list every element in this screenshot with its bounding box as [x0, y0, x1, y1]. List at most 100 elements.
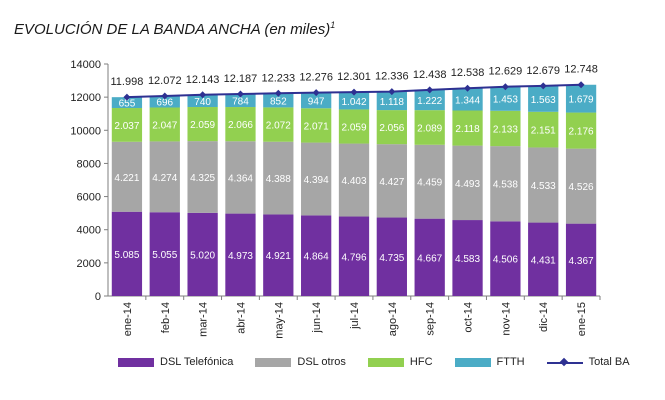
- bar-segment-ftth: [263, 93, 294, 108]
- total-ba-label: 12.143: [186, 74, 220, 86]
- chart-title-main: EVOLUCIÓN DE LA BANDA ANCHA: [14, 21, 261, 38]
- data-label: 784: [232, 97, 249, 108]
- bar-segment-dsl-telef-nica: [376, 217, 407, 296]
- x-tick-label: ago-14: [387, 302, 399, 336]
- bar-segment-dsl-telef-nica: [111, 211, 143, 296]
- bar-segment-dsl-otros: [376, 144, 407, 218]
- bar-segment-dsl-telef-nica: [187, 212, 218, 296]
- total-ba-label: 12.538: [451, 67, 485, 79]
- bar-segment-dsl-telef-nica: [490, 221, 521, 296]
- data-label: 740: [194, 97, 211, 108]
- data-label: 4.538: [493, 180, 518, 191]
- bar-segment-hfc: [414, 110, 445, 145]
- bar-segment-ftth: [490, 86, 521, 111]
- data-label: 4.325: [190, 173, 215, 184]
- bar-segment-hfc: [149, 107, 180, 142]
- bar-segment-ftth: [376, 91, 407, 111]
- bar-segment-dsl-otros: [263, 141, 294, 215]
- legend: DSL Telefónica DSL otros HFC FTTH Total …: [118, 356, 652, 368]
- y-tick-label: 10000: [70, 125, 101, 137]
- y-tick-label: 14000: [70, 59, 101, 71]
- total-ba-label: 12.233: [261, 72, 295, 84]
- legend-item-total-ba: Total BA: [546, 356, 630, 368]
- total-ba-label: 12.679: [526, 65, 560, 77]
- bar-segment-hfc: [452, 110, 483, 146]
- legend-swatch-dsl-otros: [255, 357, 292, 367]
- total-ba-point: [350, 88, 358, 96]
- bar-segment-hfc: [225, 107, 256, 142]
- data-label: 4.973: [228, 251, 253, 262]
- data-label: 2.066: [228, 120, 253, 131]
- bar-segment-dsl-telef-nica: [414, 218, 445, 296]
- bar-segment-dsl-otros: [565, 148, 597, 224]
- chart-title-footnote: 1: [330, 20, 336, 30]
- bar-segment-ftth: [111, 97, 143, 109]
- data-label: 655: [119, 99, 136, 110]
- total-ba-point: [426, 86, 434, 94]
- total-ba-point: [388, 88, 396, 96]
- data-label: 4.459: [417, 178, 442, 189]
- total-ba-point: [501, 83, 509, 91]
- data-label: 4.735: [379, 253, 404, 264]
- total-ba-point: [464, 84, 472, 92]
- bar-segment-hfc: [490, 110, 521, 147]
- bar-segment-dsl-otros: [187, 141, 218, 213]
- data-label: 1.118: [380, 97, 405, 108]
- bar-segment-dsl-otros: [338, 143, 370, 217]
- total-ba-label: 12.276: [299, 72, 333, 84]
- bar-segment-hfc: [338, 109, 370, 144]
- total-ba-point: [199, 91, 207, 99]
- data-label: 2.037: [114, 121, 139, 132]
- bar-segment-ftth: [225, 94, 256, 108]
- bar-segment-dsl-otros: [452, 145, 483, 221]
- data-label: 1.222: [417, 96, 442, 107]
- total-ba-point: [236, 90, 244, 98]
- data-label: 2.151: [531, 126, 556, 137]
- legend-item-ftth: FTTH: [454, 356, 525, 368]
- data-label: 5.020: [190, 250, 215, 261]
- y-tick-label: 12000: [70, 92, 101, 104]
- data-label: 2.133: [493, 124, 518, 135]
- data-label: 4.526: [569, 182, 594, 193]
- bar-segment-ftth: [187, 94, 218, 108]
- bar-segment-ftth: [149, 95, 180, 108]
- x-tick-label: dic-14: [538, 302, 550, 332]
- bar-segment-dsl-otros: [111, 141, 143, 212]
- x-tick-label: may-14: [273, 302, 285, 339]
- legend-swatch-hfc: [367, 357, 404, 367]
- bar-segment-dsl-otros: [225, 141, 256, 214]
- bar-segment-dsl-telef-nica: [565, 223, 597, 296]
- bar-segment-hfc: [301, 108, 332, 143]
- x-tick-label: nov-14: [500, 302, 512, 336]
- x-tick-label: ene-14: [122, 302, 134, 336]
- bar-segment-hfc: [528, 111, 559, 148]
- x-tick-label: abr-14: [235, 302, 247, 334]
- data-label: 2.059: [341, 122, 366, 133]
- total-ba-point: [123, 93, 131, 101]
- total-ba-label: 12.336: [375, 71, 409, 83]
- data-label: 4.388: [266, 174, 291, 185]
- legend-label-dsl-otros: DSL otros: [297, 356, 346, 368]
- data-label: 4.274: [152, 173, 177, 184]
- y-tick-label: 0: [95, 291, 101, 303]
- data-label: 947: [308, 96, 325, 107]
- bar-segment-dsl-telef-nica: [149, 212, 180, 296]
- data-label: 4.367: [569, 256, 594, 267]
- total-ba-point: [539, 82, 547, 90]
- bar-segment-dsl-telef-nica: [452, 220, 483, 296]
- data-label: 2.089: [417, 123, 442, 134]
- total-ba-point: [577, 81, 585, 89]
- y-tick-label: 4000: [77, 225, 101, 237]
- legend-item-dsl-telefonica: DSL Telefónica: [118, 356, 233, 368]
- data-label: 4.493: [455, 179, 480, 190]
- bar-segment-hfc: [565, 112, 597, 149]
- bar-segment-ftth: [565, 84, 597, 113]
- bar-segment-dsl-telef-nica: [528, 222, 559, 296]
- data-label: 4.506: [493, 255, 518, 266]
- data-label: 2.059: [190, 120, 215, 131]
- bar-segment-ftth: [414, 89, 445, 111]
- bar-segment-dsl-otros: [149, 141, 180, 213]
- data-label: 2.176: [569, 127, 594, 138]
- data-label: 4.583: [455, 254, 480, 265]
